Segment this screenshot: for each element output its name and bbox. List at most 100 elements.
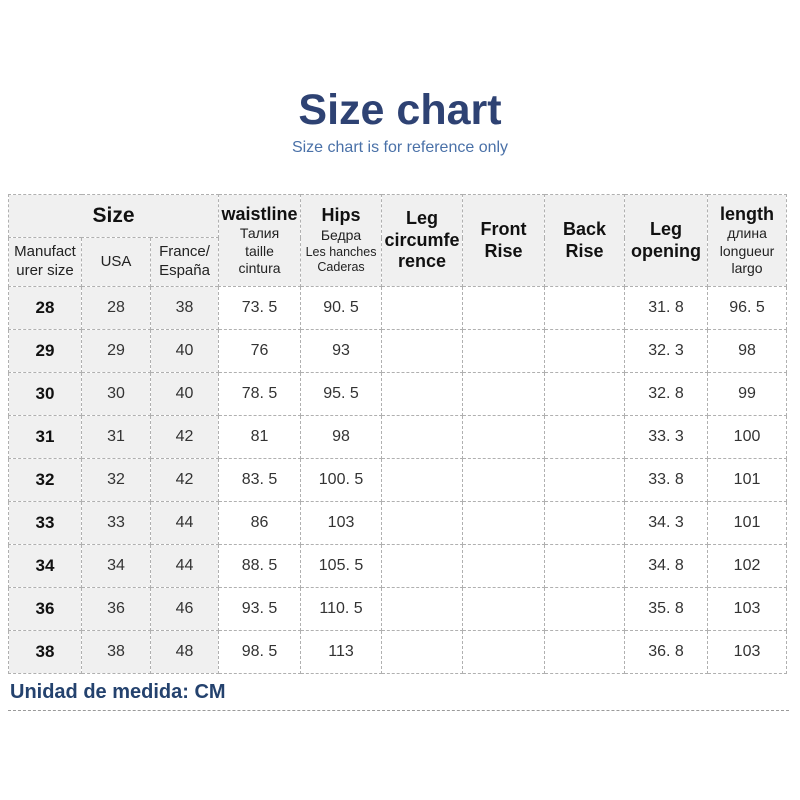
cell-france-espana: 42 (149, 458, 220, 503)
table-row: 29 29 40 76 93 32. 3 98 (8, 329, 788, 374)
cell-hips: 105. 5 (300, 544, 383, 589)
cell-front-rise (462, 630, 546, 675)
header-size-group: Size (7, 194, 220, 239)
header-back-rise: Back Rise (544, 194, 626, 288)
header-manufacturer-size: Manufact urer size (8, 237, 82, 288)
cell-front-rise (462, 587, 546, 632)
cell-front-rise (462, 286, 546, 331)
cell-waistline: 83. 5 (218, 458, 302, 503)
cell-usa: 29 (81, 329, 151, 374)
cell-manufacturer-size: 38 (8, 630, 82, 675)
cell-waistline: 93. 5 (218, 587, 302, 632)
cell-front-rise (462, 415, 546, 460)
table-body: 28 28 38 73. 5 90. 5 31. 8 96. 5 29 29 40 76 93 32. … (8, 286, 788, 675)
cell-leg-circumference (381, 630, 464, 675)
cell-france-espana: 44 (149, 501, 220, 546)
header-france-espana: France/España (149, 237, 220, 288)
cell-leg-opening: 35. 8 (624, 587, 709, 632)
cell-leg-circumference (381, 415, 464, 460)
cell-leg-circumference (381, 458, 464, 503)
cell-hips: 100. 5 (300, 458, 383, 503)
cell-back-rise (544, 544, 626, 589)
cell-manufacturer-size: 33 (8, 501, 82, 546)
cell-leg-circumference (381, 544, 464, 589)
cell-hips: 90. 5 (300, 286, 383, 331)
cell-back-rise (544, 501, 626, 546)
cell-hips: 95. 5 (300, 372, 383, 417)
cell-length: 99 (707, 372, 788, 417)
cell-usa: 31 (81, 415, 151, 460)
cell-leg-opening: 31. 8 (624, 286, 709, 331)
cell-waistline: 86 (218, 501, 302, 546)
cell-hips: 98 (300, 415, 383, 460)
cell-waistline: 88. 5 (218, 544, 302, 589)
cell-manufacturer-size: 32 (8, 458, 82, 503)
table-row: 33 33 44 86 103 34. 3 101 (8, 501, 788, 546)
cell-hips: 93 (300, 329, 383, 374)
cell-usa: 33 (81, 501, 151, 546)
cell-usa: 30 (81, 372, 151, 417)
cell-manufacturer-size: 30 (8, 372, 82, 417)
table-row: 36 36 46 93. 5 110. 5 35. 8 103 (8, 587, 788, 632)
cell-usa: 36 (81, 587, 151, 632)
cell-leg-opening: 36. 8 (624, 630, 709, 675)
cell-length: 101 (707, 458, 788, 503)
cell-waistline: 78. 5 (218, 372, 302, 417)
cell-leg-opening: 32. 3 (624, 329, 709, 374)
cell-front-rise (462, 501, 546, 546)
cell-leg-circumference (381, 329, 464, 374)
cell-leg-circumference (381, 587, 464, 632)
cell-usa: 34 (81, 544, 151, 589)
cell-france-espana: 46 (149, 587, 220, 632)
cell-hips: 113 (300, 630, 383, 675)
cell-leg-opening: 33. 8 (624, 458, 709, 503)
cell-length: 96. 5 (707, 286, 788, 331)
size-chart-table: Size waistline Талия taille cintura Hips Бедра… (7, 194, 788, 675)
cell-hips: 103 (300, 501, 383, 546)
cell-france-espana: 40 (149, 372, 220, 417)
cell-leg-opening: 34. 3 (624, 501, 709, 546)
header-leg-circumference: Leg circumfe rence (381, 194, 464, 288)
header-front-rise: Front Rise (462, 194, 546, 288)
cell-back-rise (544, 372, 626, 417)
page-title: Size chart (298, 86, 502, 134)
table-row: 28 28 38 73. 5 90. 5 31. 8 96. 5 (8, 286, 788, 331)
table-row: 31 31 42 81 98 33. 3 100 (8, 415, 788, 460)
page-subtitle: Size chart is for reference only (291, 139, 509, 157)
cell-france-espana: 40 (149, 329, 220, 374)
cell-waistline: 73. 5 (218, 286, 302, 331)
cell-waistline: 98. 5 (218, 630, 302, 675)
header-usa: USA (81, 237, 151, 288)
cell-manufacturer-size: 29 (8, 329, 82, 374)
header-hips: Hips Бедра Les hanches Caderas (300, 194, 383, 288)
cell-front-rise (462, 544, 546, 589)
cell-manufacturer-size: 31 (8, 415, 82, 460)
table-row: 38 38 48 98. 5 113 36. 8 103 (8, 630, 788, 675)
cell-length: 98 (707, 329, 788, 374)
header-leg-opening: Leg opening (624, 194, 709, 288)
header-waistline: waistline Талия taille cintura (218, 194, 302, 288)
header-length: length длина longueur largo (707, 194, 788, 288)
cell-france-espana: 38 (149, 286, 220, 331)
cell-france-espana: 42 (149, 415, 220, 460)
cell-manufacturer-size: 36 (8, 587, 82, 632)
cell-france-espana: 44 (149, 544, 220, 589)
cell-manufacturer-size: 28 (8, 286, 82, 331)
table-row: 30 30 40 78. 5 95. 5 32. 8 99 (8, 372, 788, 417)
cell-front-rise (462, 372, 546, 417)
cell-back-rise (544, 587, 626, 632)
cell-front-rise (462, 458, 546, 503)
cell-back-rise (544, 458, 626, 503)
cell-usa: 38 (81, 630, 151, 675)
header-row-1: Size waistline Талия taille cintura Hips Бедра… (7, 194, 788, 288)
cell-manufacturer-size: 34 (8, 544, 82, 589)
header-row-2: Manufact urer size USA France/España (8, 237, 787, 288)
table-row: 34 34 44 88. 5 105. 5 34. 8 102 (8, 544, 788, 589)
cell-length: 103 (707, 630, 788, 675)
cell-france-espana: 48 (149, 630, 220, 675)
cell-waistline: 81 (218, 415, 302, 460)
cell-leg-circumference (381, 501, 464, 546)
cell-usa: 32 (81, 458, 151, 503)
cell-back-rise (544, 329, 626, 374)
cell-hips: 110. 5 (300, 587, 383, 632)
